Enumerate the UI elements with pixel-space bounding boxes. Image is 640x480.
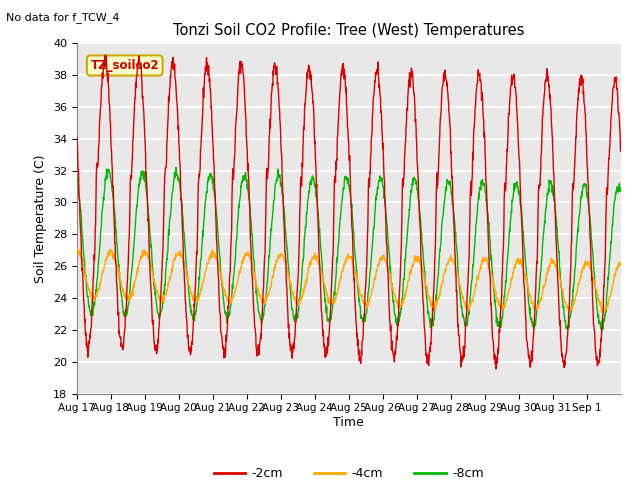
-2cm [617,148,625,154]
-2cm [101,52,109,58]
-4cm [477,266,485,272]
-2cm [335,110,342,116]
-2cm [611,75,618,81]
Title: Tonzi Soil CO2 Profile: Tree (West) Temperatures: Tonzi Soil CO2 Profile: Tree (West) Temp… [173,23,525,38]
-4cm [335,285,342,291]
-4cm [73,249,81,254]
-8cm [324,319,332,324]
-4cm [557,280,564,286]
Line: -2cm: -2cm [77,55,621,369]
-8cm [477,179,485,184]
X-axis label: Time: Time [333,416,364,429]
Line: -4cm: -4cm [77,249,621,312]
-8cm [557,283,564,288]
-4cm [611,271,618,276]
Text: TZ_soilco2: TZ_soilco2 [90,59,159,72]
Line: -8cm: -8cm [77,168,621,331]
-8cm [335,238,342,243]
Y-axis label: Soil Temperature (C): Soil Temperature (C) [35,154,47,283]
-8cm [172,165,180,170]
-2cm [324,343,332,348]
-2cm [73,135,81,141]
Legend: -2cm, -4cm, -8cm: -2cm, -4cm, -8cm [209,462,488,480]
-2cm [492,366,500,372]
-2cm [158,261,166,267]
Text: No data for f_TCW_4: No data for f_TCW_4 [6,12,120,23]
-4cm [617,260,625,266]
-4cm [598,310,605,315]
-8cm [611,199,618,205]
-8cm [158,307,166,312]
-4cm [158,298,166,303]
-4cm [324,294,332,300]
-2cm [557,346,565,351]
-8cm [617,187,625,193]
-2cm [477,80,485,86]
-4cm [74,246,81,252]
-8cm [598,328,605,334]
-8cm [73,177,81,183]
